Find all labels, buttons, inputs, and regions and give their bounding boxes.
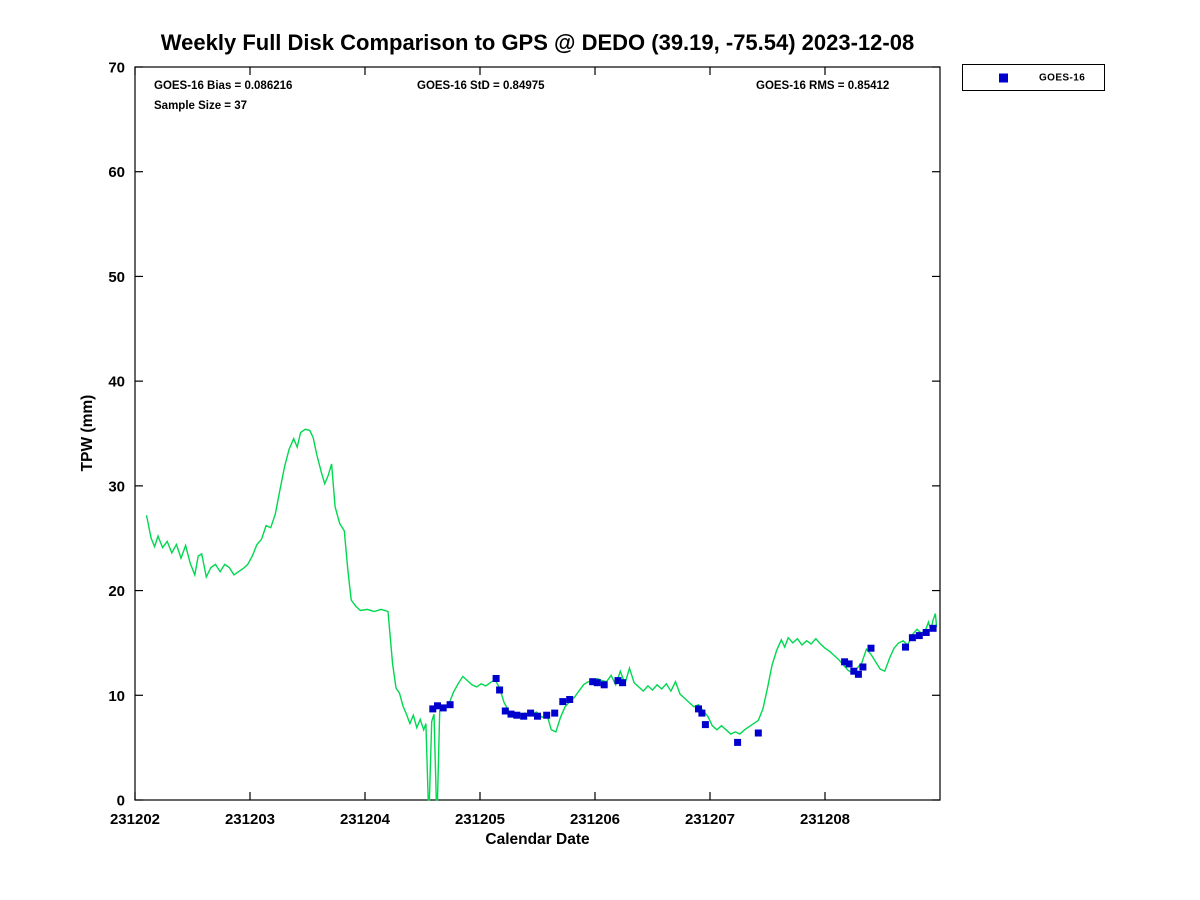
goes16-marker	[734, 738, 742, 746]
goes16-marker	[850, 667, 858, 675]
goes16-marker	[527, 709, 535, 717]
goes16-marker	[492, 675, 500, 682]
y-tick-label: 40	[108, 374, 125, 391]
goes16-marker	[619, 679, 627, 687]
goes16-marker	[929, 624, 937, 632]
stat-rms: GOES-16 RMS = 0.85412	[756, 80, 890, 92]
goes16-marker	[915, 632, 923, 640]
goes16-marker	[859, 663, 867, 671]
goes16-marker	[922, 629, 930, 636]
goes16-marker	[695, 705, 702, 713]
x-tick-label: 231202	[110, 811, 160, 828]
y-tick-label: 30	[108, 478, 125, 495]
tick-labels: 231202 231203 231204 231205 231206 231207 2312…	[108, 60, 850, 829]
goes16-marker	[439, 704, 447, 712]
x-tick-label: 231206	[570, 811, 620, 828]
legend-label: GOES-16	[1039, 72, 1086, 83]
goes16-marker	[566, 696, 574, 703]
plot-box	[134, 66, 941, 801]
goes16-marker	[543, 711, 551, 719]
goes16-marker	[501, 707, 509, 715]
goes16-marker	[701, 721, 709, 729]
goes16-marker	[534, 712, 541, 720]
goes16-marker	[593, 679, 601, 687]
goes16-marker	[434, 702, 441, 710]
goes16-marker	[513, 711, 521, 719]
x-tick-label: 231205	[455, 811, 505, 828]
goes16-marker	[520, 712, 528, 720]
x-tick-label: 231203	[225, 811, 275, 828]
gps-tpw-line	[145, 428, 938, 801]
goes16-marker	[614, 677, 622, 685]
stat-std: GOES-16 StD = 0.84975	[417, 80, 545, 92]
goes16-marker	[429, 705, 437, 713]
y-tick-label: 70	[108, 60, 125, 77]
goes16-marker	[841, 658, 849, 666]
goes16-marker	[496, 686, 504, 694]
goes16-marker	[446, 701, 454, 709]
goes16-marker	[845, 660, 853, 668]
goes16-marker	[902, 643, 909, 651]
axis-ticks	[134, 66, 940, 801]
axes	[134, 66, 941, 801]
x-tick-label: 231204	[340, 811, 391, 828]
stat-sample-size: Sample Size = 37	[154, 100, 248, 112]
y-axis-label: TPW (mm)	[79, 394, 96, 472]
goes16-marker	[754, 729, 762, 737]
goes16-marker	[854, 670, 862, 678]
y-tick-label: 50	[108, 269, 125, 286]
legend: GOES-16	[962, 64, 1105, 91]
chart-title: Weekly Full Disk Comparison to GPS @ DED…	[160, 30, 915, 55]
goes16-marker	[507, 710, 515, 718]
stat-bias: GOES-16 Bias = 0.086216	[154, 80, 293, 92]
y-tick-label: 20	[108, 583, 125, 600]
goes16-marker	[551, 709, 559, 717]
y-tick-label: 10	[108, 688, 125, 705]
goes16-markers	[429, 624, 937, 746]
x-axis-label: Calendar Date	[485, 831, 590, 848]
goes16-marker	[600, 681, 608, 689]
legend-marker-icon	[999, 73, 1008, 82]
y-tick-label: 60	[108, 164, 125, 181]
x-tick-label: 231207	[685, 811, 735, 828]
y-tick-label: 0	[117, 793, 125, 810]
x-tick-label: 231208	[800, 811, 850, 828]
goes16-marker	[698, 709, 706, 717]
goes16-marker	[589, 678, 597, 686]
goes16-marker	[559, 698, 567, 706]
goes16-marker	[867, 644, 875, 652]
goes16-marker	[908, 634, 916, 642]
